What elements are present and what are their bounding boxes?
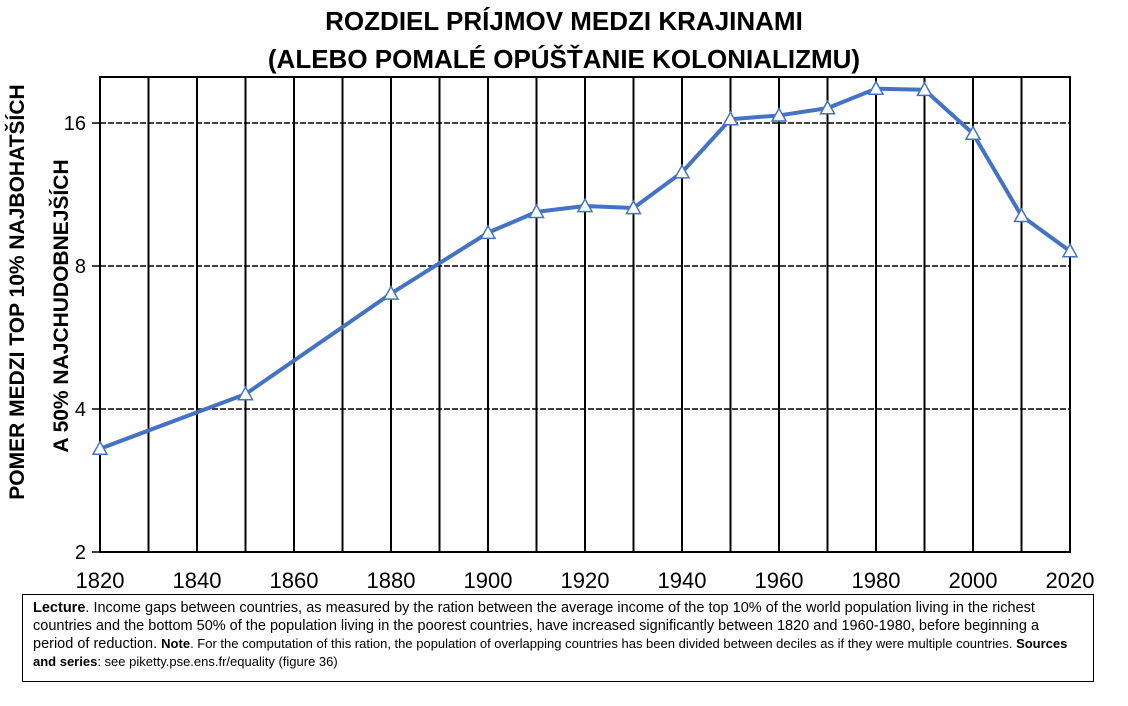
data-point-marker [91,440,109,456]
x-tick-label: 1920 [561,568,610,593]
caption-sources-label: Sources and series [33,636,1068,669]
y-tick-label: 4 [75,399,86,421]
caption-note-text: . For the computation of this ration, th… [190,636,1013,651]
x-tick-label: 1820 [76,568,125,593]
data-point-marker [625,199,642,215]
data-point-marker [1013,207,1030,223]
line-chart: 2 4 8 16 1820 1840 1860 1880 1900 1920 1940 1960 19… [64,76,1095,593]
data-point-marker [770,106,788,122]
x-tick-label: 1860 [270,568,319,593]
data-point-marker [576,197,594,213]
x-tick-label: 2020 [1046,568,1095,593]
data-point-marker [382,285,400,300]
x-tick-label: 1880 [367,568,416,593]
series-group [91,80,1079,456]
y-tick-label: 8 [75,256,86,278]
data-point-marker [1061,242,1079,258]
data-point-marker [867,80,885,96]
data-point-marker [673,163,691,179]
caption-lecture-label: Lecture [33,600,86,616]
x-tick-label: 1840 [173,568,222,593]
x-tick-label: 1900 [464,568,513,593]
series-line [99,86,1072,451]
y-tick-label: 16 [64,113,86,135]
y-tick-label: 2 [75,542,86,564]
grid [92,76,1071,553]
chart-subtitle: (ALEBO POMALÉ OPÚŠŤANIE KOLONIALIZMU) [267,44,861,74]
data-point-marker [237,385,254,401]
x-tick-label: 1940 [658,568,707,593]
caption-lecture-text: . Income gaps between countries, as meas… [33,600,1040,652]
chart-caption: Lecture. Income gaps between countries, … [22,594,1094,682]
x-tick-label: 1980 [852,568,901,593]
x-tick-label: 2000 [949,568,998,593]
data-point-marker [528,203,545,219]
data-point-marker [964,125,982,140]
data-point-marker [916,81,933,97]
chart-title: ROZDIEL PRÍJMOV MEDZI KRAJINAMI [325,6,803,36]
caption-sources-text: : see piketty.pse.ens.fr/equality (figur… [97,654,338,669]
data-point-marker [722,110,739,126]
data-point-marker [479,224,497,240]
x-tick-label: 1960 [755,568,804,593]
plot-frame [99,76,1071,553]
y-tick-labels: 2 4 8 16 [64,113,86,564]
caption-note-label: Note [161,636,191,651]
data-point-marker [819,99,836,115]
x-tick-labels: 1820 1840 1860 1880 1900 1920 1940 1960 1980 2000… [76,568,1095,593]
